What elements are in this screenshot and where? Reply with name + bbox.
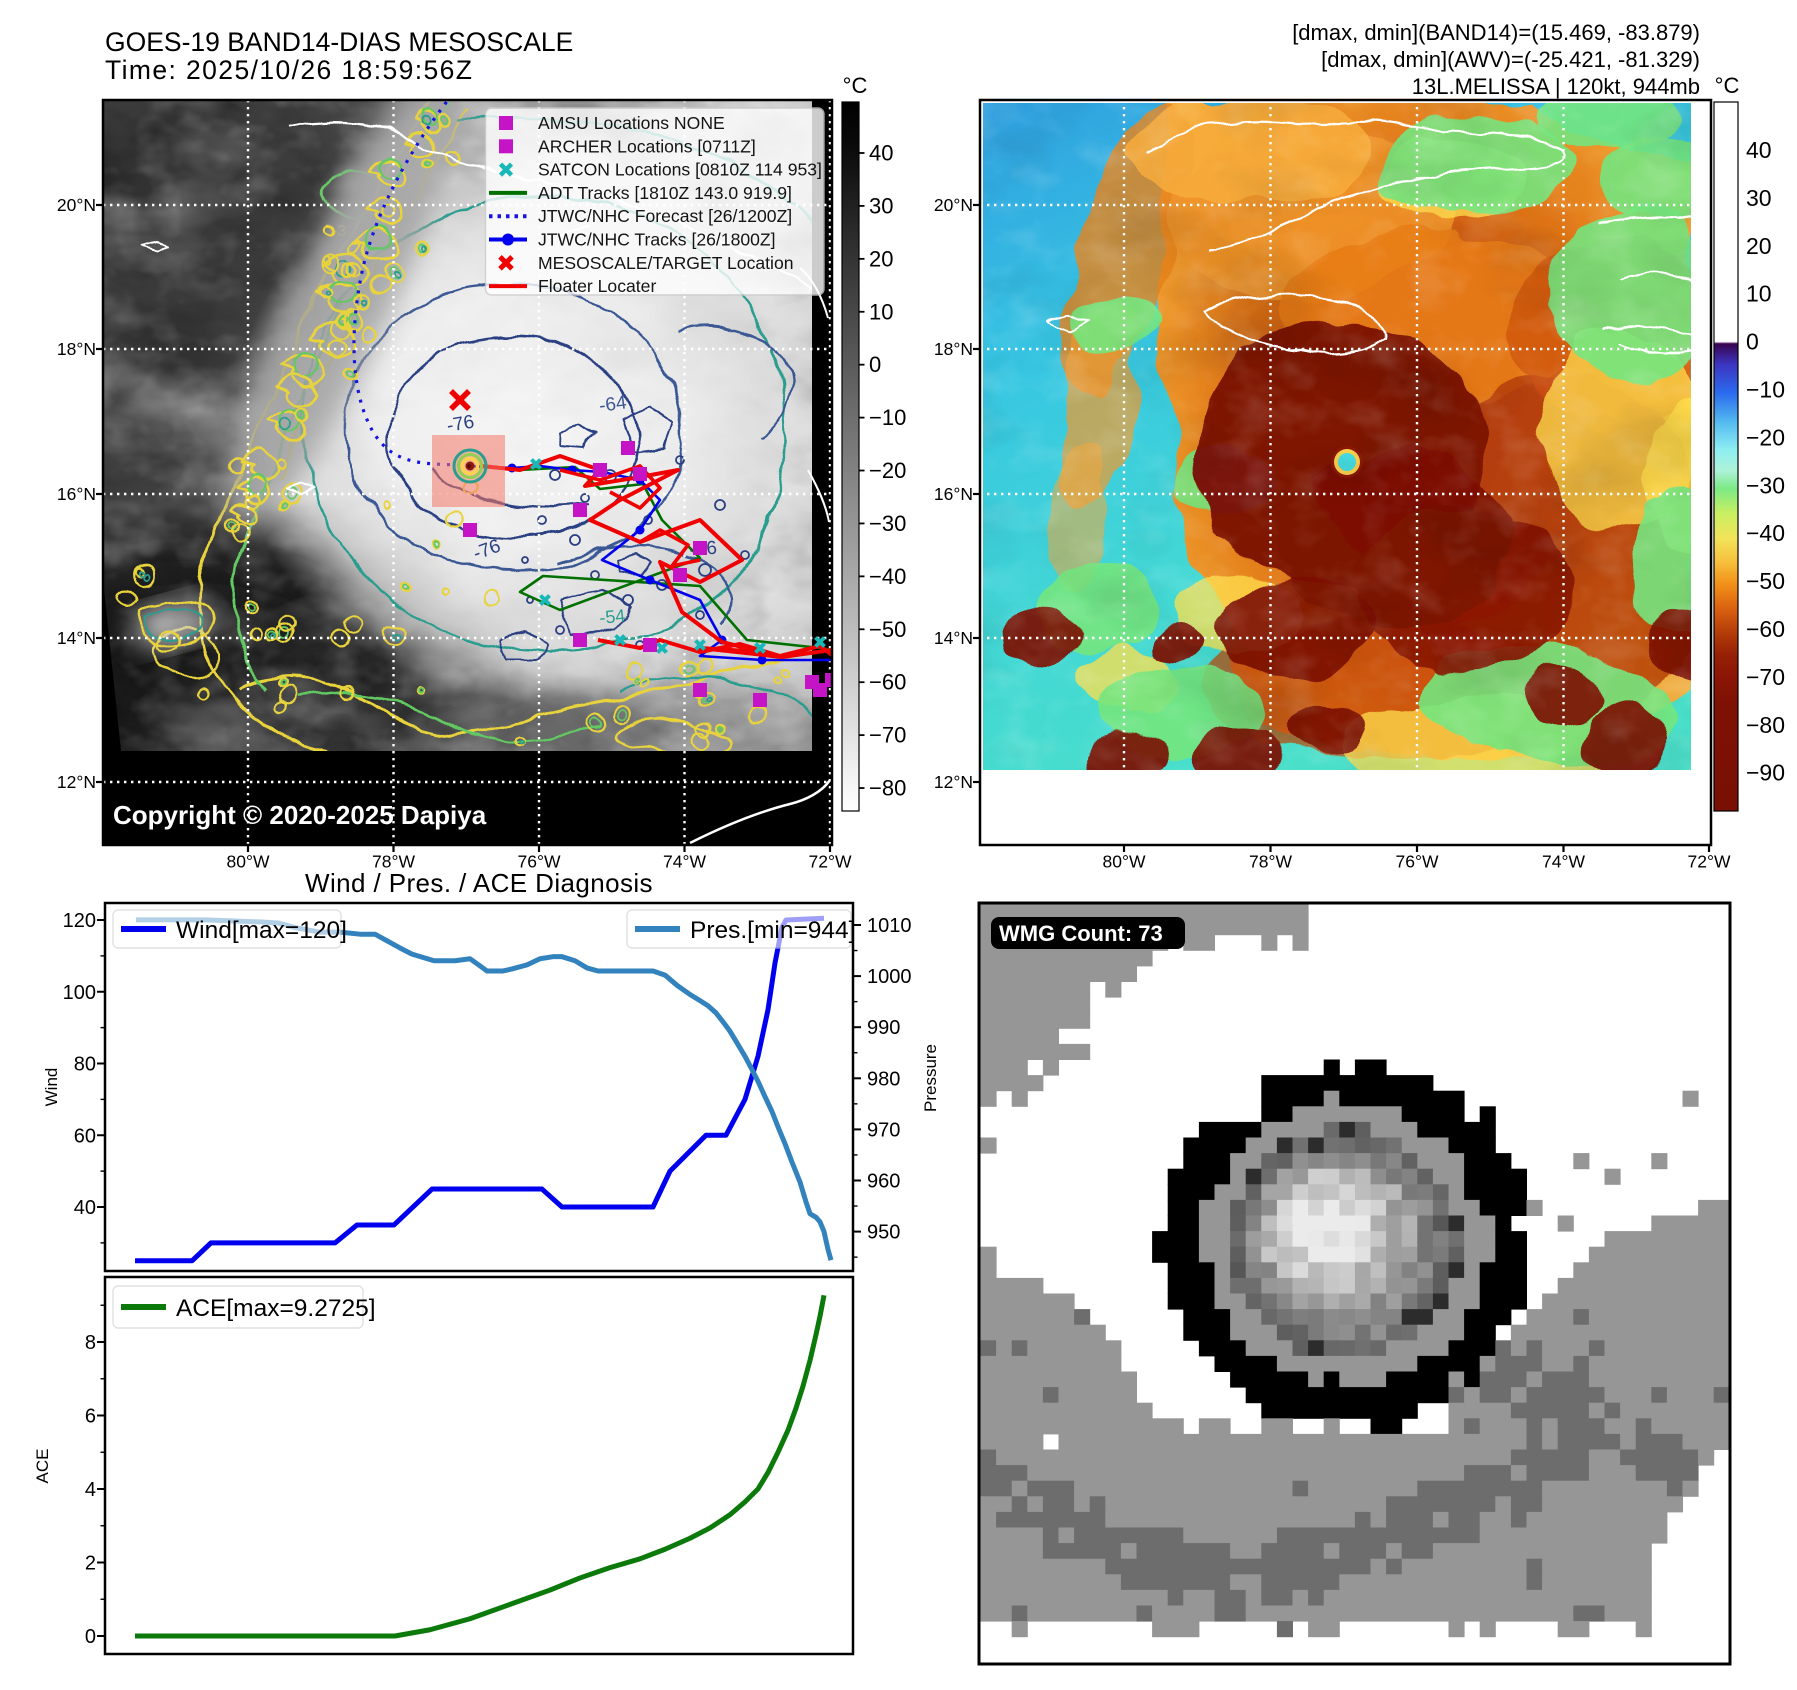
svg-text:120: 120 xyxy=(63,910,96,932)
svg-text:14°N: 14°N xyxy=(57,628,96,648)
svg-text:80°W: 80°W xyxy=(227,852,270,872)
svg-text:−50: −50 xyxy=(1746,568,1785,594)
svg-text:8: 8 xyxy=(85,1332,96,1354)
svg-text:74°W: 74°W xyxy=(663,852,706,872)
svg-text:JTWC/NHC Tracks [26/1800Z]: JTWC/NHC Tracks [26/1800Z] xyxy=(538,230,776,250)
svg-text:72°W: 72°W xyxy=(1688,852,1731,872)
svg-text:76°W: 76°W xyxy=(1396,852,1439,872)
svg-text:13L.MELISSA | 120kt, 944mb: 13L.MELISSA | 120kt, 944mb xyxy=(1412,74,1700,99)
svg-text:74°W: 74°W xyxy=(1542,852,1585,872)
svg-text:40: 40 xyxy=(1746,137,1772,163)
svg-text:2: 2 xyxy=(85,1553,96,1575)
svg-text:80: 80 xyxy=(74,1054,96,1076)
svg-text:-76: -76 xyxy=(445,411,476,436)
svg-text:−60: −60 xyxy=(869,670,906,695)
svg-text:12°N: 12°N xyxy=(934,772,973,792)
svg-text:Floater Locater: Floater Locater xyxy=(538,276,656,296)
svg-text:AMSU Locations NONE: AMSU Locations NONE xyxy=(538,113,725,133)
svg-text:40: 40 xyxy=(74,1197,96,1219)
svg-text:°C: °C xyxy=(843,73,868,98)
svg-text:Wind / Pres. / ACE Diagnosis: Wind / Pres. / ACE Diagnosis xyxy=(305,868,653,898)
svg-text:[dmax, dmin](BAND14)=(15.469,: [dmax, dmin](BAND14)=(15.469, -83.879) xyxy=(1292,20,1700,45)
svg-text:−30: −30 xyxy=(869,511,906,536)
svg-text:1010: 1010 xyxy=(867,915,912,937)
svg-text:Time: 2025/10/26 18:59:56Z: Time: 2025/10/26 18:59:56Z xyxy=(105,55,473,85)
svg-text:−20: −20 xyxy=(869,458,906,483)
svg-text:−90: −90 xyxy=(1746,760,1785,786)
svg-text:0: 0 xyxy=(85,1626,96,1648)
svg-text:-64: -64 xyxy=(598,392,629,417)
svg-text:−10: −10 xyxy=(1746,377,1785,403)
svg-text:18°N: 18°N xyxy=(57,339,96,359)
svg-text:60: 60 xyxy=(74,1125,96,1147)
svg-text:30: 30 xyxy=(869,193,893,218)
svg-text:Pres.[min=944]: Pres.[min=944] xyxy=(690,917,855,944)
svg-text:12°N: 12°N xyxy=(57,772,96,792)
svg-text:20°N: 20°N xyxy=(934,195,973,215)
svg-text:20: 20 xyxy=(869,246,893,271)
svg-text:ACE[max=9.2725]: ACE[max=9.2725] xyxy=(176,1295,376,1322)
svg-text:40: 40 xyxy=(869,141,893,166)
svg-text:10: 10 xyxy=(1746,281,1772,307)
svg-text:Pressure: Pressure xyxy=(921,1044,940,1112)
svg-text:JTWC/NHC Forecast [26/1200Z]: JTWC/NHC Forecast [26/1200Z] xyxy=(538,206,792,226)
svg-text:0: 0 xyxy=(869,352,881,377)
svg-text:20°N: 20°N xyxy=(57,195,96,215)
svg-text:950: 950 xyxy=(867,1222,900,1244)
svg-text:WMG Count: 73: WMG Count: 73 xyxy=(999,921,1163,946)
svg-text:−70: −70 xyxy=(1746,664,1785,690)
svg-text:72°W: 72°W xyxy=(809,852,852,872)
svg-text:16°N: 16°N xyxy=(934,484,973,504)
svg-text:78°W: 78°W xyxy=(372,852,415,872)
svg-text:−70: −70 xyxy=(869,723,906,748)
svg-text:4: 4 xyxy=(85,1479,96,1501)
svg-text:1000: 1000 xyxy=(867,966,912,988)
svg-text:°C: °C xyxy=(1715,73,1740,98)
svg-text:18°N: 18°N xyxy=(934,339,973,359)
svg-text:-54: -54 xyxy=(598,605,626,628)
svg-text:0: 0 xyxy=(1746,329,1759,355)
svg-text:100: 100 xyxy=(63,982,96,1004)
svg-text:−40: −40 xyxy=(869,564,906,589)
svg-text:960: 960 xyxy=(867,1171,900,1193)
svg-text:−80: −80 xyxy=(869,776,906,801)
svg-text:ACE: ACE xyxy=(33,1449,52,1484)
svg-text:30: 30 xyxy=(1746,185,1772,211)
svg-text:990: 990 xyxy=(867,1017,900,1039)
svg-text:SATCON Locations [0810Z 114 95: SATCON Locations [0810Z 114 953] xyxy=(538,160,822,180)
svg-text:ARCHER Locations [0711Z]: ARCHER Locations [0711Z] xyxy=(538,136,756,156)
svg-text:ADT Tracks [1810Z 143.0 919.9]: ADT Tracks [1810Z 143.0 919.9] xyxy=(538,183,792,203)
svg-text:[dmax, dmin](AWV)=(-25.421, -8: [dmax, dmin](AWV)=(-25.421, -81.329) xyxy=(1321,47,1700,72)
svg-text:MESOSCALE/TARGET Location: MESOSCALE/TARGET Location xyxy=(538,253,794,273)
svg-text:−40: −40 xyxy=(1746,520,1785,546)
svg-text:−60: −60 xyxy=(1746,616,1785,642)
svg-text:970: 970 xyxy=(867,1119,900,1141)
svg-text:980: 980 xyxy=(867,1068,900,1090)
svg-text:6: 6 xyxy=(85,1406,96,1428)
svg-text:78°W: 78°W xyxy=(1249,852,1292,872)
svg-text:14°N: 14°N xyxy=(934,628,973,648)
svg-text:80°W: 80°W xyxy=(1103,852,1146,872)
svg-text:−20: −20 xyxy=(1746,424,1785,450)
svg-text:−50: −50 xyxy=(869,617,906,642)
svg-text:76°W: 76°W xyxy=(518,852,561,872)
svg-text:GOES-19 BAND14-DIAS MESOSCALE: GOES-19 BAND14-DIAS MESOSCALE xyxy=(105,27,573,57)
svg-text:16°N: 16°N xyxy=(57,484,96,504)
svg-text:10: 10 xyxy=(869,299,893,324)
svg-text:20: 20 xyxy=(1746,233,1772,259)
svg-text:Wind[max=120]: Wind[max=120] xyxy=(176,917,347,944)
svg-text:−80: −80 xyxy=(1746,712,1785,738)
svg-text:Wind: Wind xyxy=(42,1068,61,1107)
svg-text:−30: −30 xyxy=(1746,472,1785,498)
svg-text:Copyright © 2020-2025 Dapiya: Copyright © 2020-2025 Dapiya xyxy=(113,800,487,830)
svg-text:−10: −10 xyxy=(869,405,906,430)
